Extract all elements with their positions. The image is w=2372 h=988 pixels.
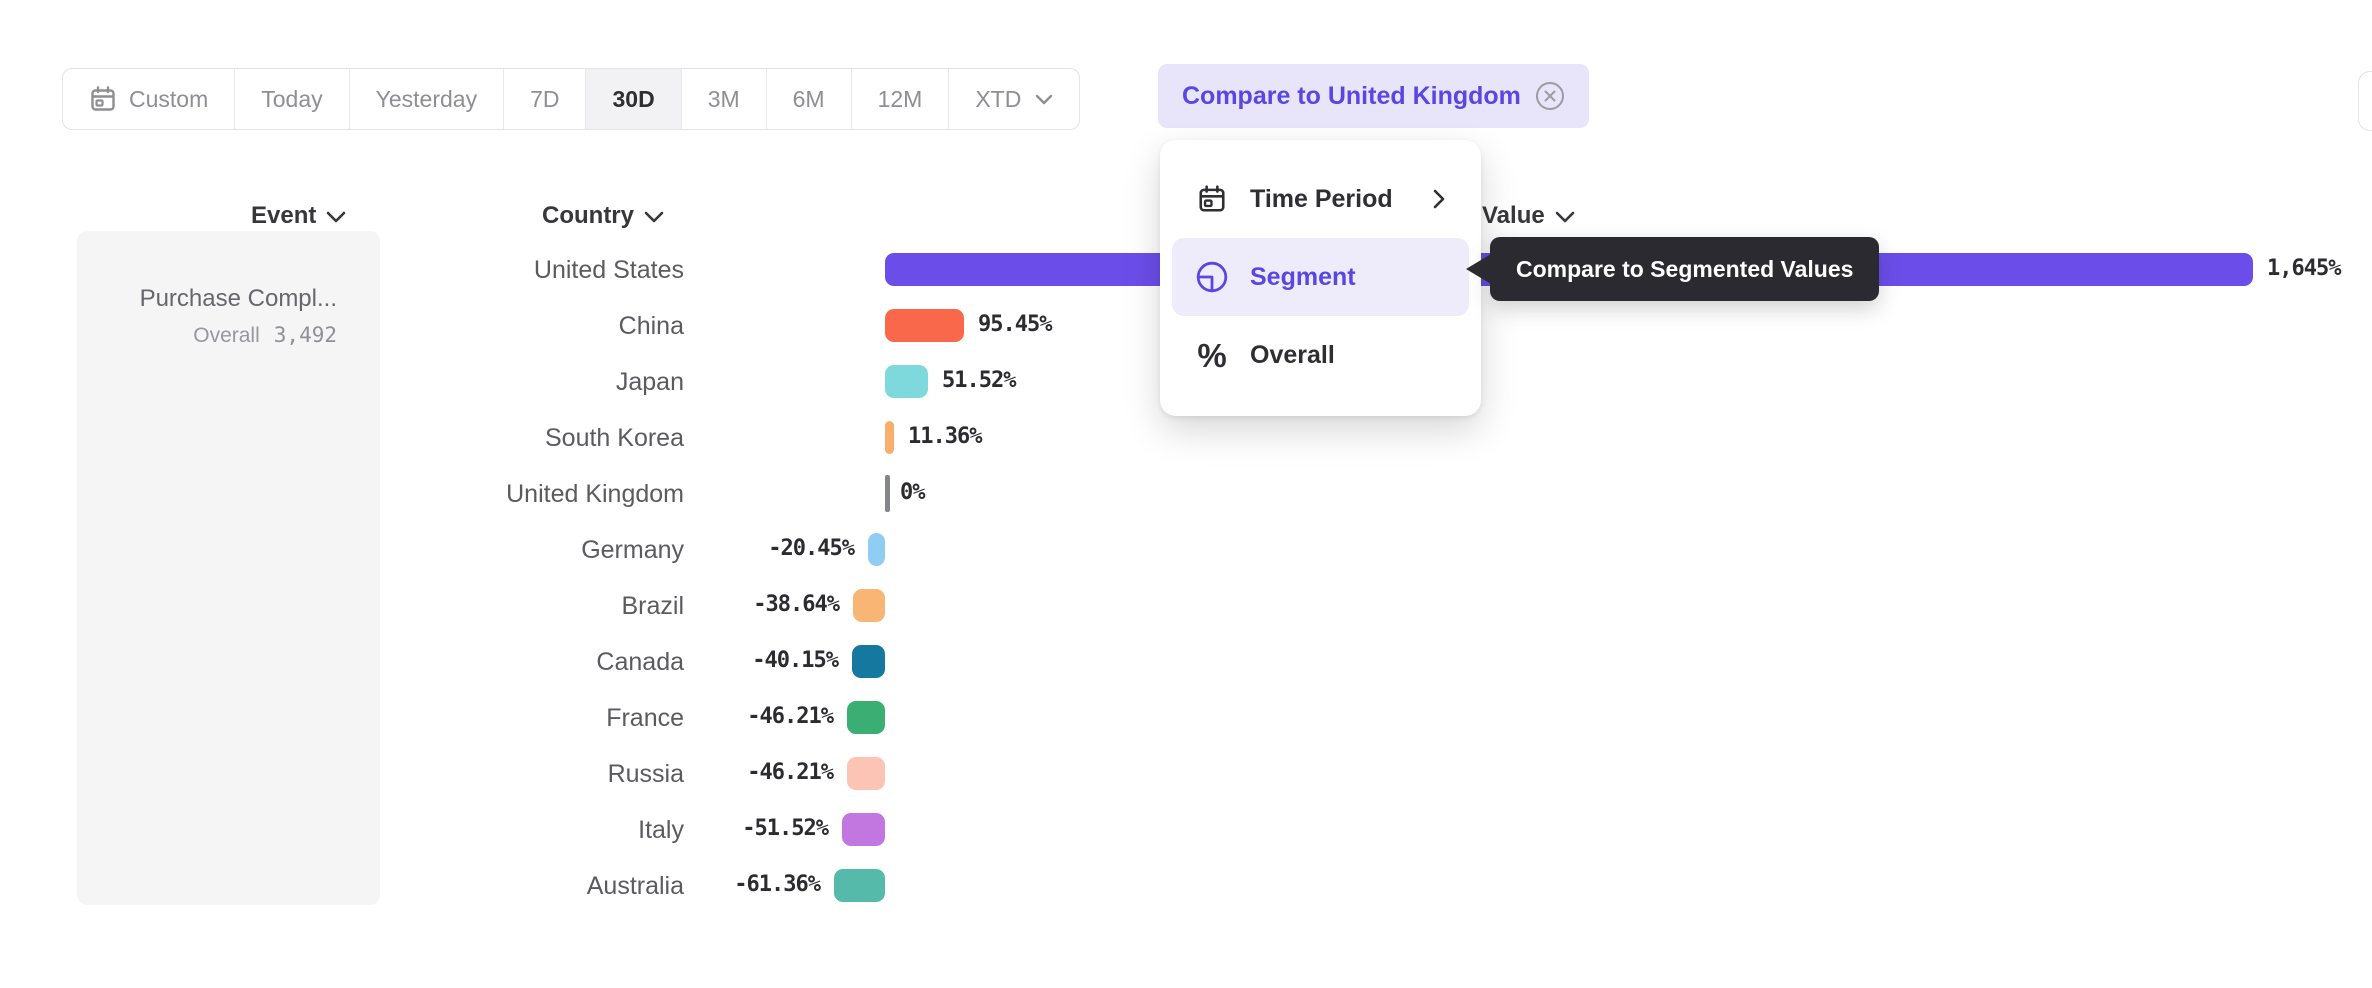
percent-icon: % xyxy=(1197,336,1227,374)
chart-row-south-korea: South Korea 11.36% xyxy=(0,410,2372,466)
menu-item-overall[interactable]: % Overall xyxy=(1172,316,1469,394)
compare-chip[interactable]: Compare to United Kingdom xyxy=(1158,64,1589,128)
menu-item-label: Segment xyxy=(1250,262,1356,291)
country-header-label: Country xyxy=(542,202,634,229)
value-label: -51.52% xyxy=(742,816,829,841)
bar-brazil[interactable] xyxy=(853,589,885,622)
chart-row-germany: Germany -20.45% xyxy=(0,522,2372,578)
chart-row-france: France -46.21% xyxy=(0,690,2372,746)
chart-row-australia: Australia -61.36% xyxy=(0,858,2372,914)
calendar-icon xyxy=(1197,184,1227,214)
range-label: 12M xyxy=(877,85,923,112)
value-label: -38.64% xyxy=(753,592,840,617)
bar-france[interactable] xyxy=(847,701,885,734)
range-yesterday[interactable]: Yesterday xyxy=(350,69,505,129)
bar-russia[interactable] xyxy=(847,757,885,790)
range-12m[interactable]: 12M xyxy=(852,69,950,129)
chevron-down-icon xyxy=(1555,202,1575,230)
column-header-value[interactable]: Value xyxy=(1482,202,1575,230)
event-panel[interactable]: Purchase Compl... Overall 3,492 xyxy=(77,231,380,905)
menu-item-label: Time Period xyxy=(1250,184,1393,213)
segment-tooltip: Compare to Segmented Values xyxy=(1466,237,1880,301)
value-label: -61.36% xyxy=(734,872,821,897)
overall-value: 3,492 xyxy=(273,323,337,347)
menu-item-segment[interactable]: Segment xyxy=(1172,238,1469,316)
chart-row-united-kingdom: United Kingdom 0% xyxy=(0,466,2372,522)
overall-label: Overall xyxy=(193,324,260,347)
value-label: -46.21% xyxy=(747,704,834,729)
country-label: United States xyxy=(533,256,684,284)
country-label: South Korea xyxy=(545,424,684,452)
value-label: 11.36% xyxy=(908,424,982,449)
tooltip-arrow-left xyxy=(1466,254,1491,284)
column-header-country[interactable]: Country xyxy=(542,202,664,230)
bar-south-korea[interactable] xyxy=(885,421,894,454)
bar-china[interactable] xyxy=(885,309,964,342)
chart-row-italy: Italy -51.52% xyxy=(0,802,2372,858)
bar-canada[interactable] xyxy=(852,645,885,678)
chevron-down-icon xyxy=(1035,94,1053,105)
chevron-down-icon xyxy=(326,202,346,230)
menu-item-label: Overall xyxy=(1250,340,1335,369)
date-range-toolbar: Custom Today Yesterday 7D 30D 3M 6M 12M XTD xyxy=(62,68,1081,130)
value-label: -20.45% xyxy=(768,536,855,561)
bar-japan[interactable] xyxy=(885,365,928,398)
bar-united-kingdom[interactable] xyxy=(885,475,890,512)
value-label: 95.45% xyxy=(978,312,1052,337)
tooltip-text: Compare to Segmented Values xyxy=(1516,255,1854,282)
chart-row-canada: Canada -40.15% xyxy=(0,634,2372,690)
chart-row-brazil: Brazil -38.64% xyxy=(0,578,2372,634)
range-label: 3M xyxy=(707,85,740,112)
event-overall-row: Overall 3,492 xyxy=(193,323,337,348)
range-xtd[interactable]: XTD xyxy=(949,69,1079,129)
range-label: 6M xyxy=(792,85,825,112)
country-label: Canada xyxy=(596,648,684,676)
chart-row-china: China 95.45% xyxy=(0,298,2372,354)
menu-item-time-period[interactable]: Time Period xyxy=(1172,160,1469,238)
range-label: Custom xyxy=(129,85,209,112)
range-label: XTD xyxy=(975,85,1022,112)
country-label: France xyxy=(606,704,684,732)
bar-germany[interactable] xyxy=(868,533,885,566)
range-label: 7D xyxy=(530,85,560,112)
chevron-down-icon xyxy=(644,202,664,230)
range-3m[interactable]: 3M xyxy=(682,69,767,129)
range-custom[interactable]: Custom xyxy=(63,69,236,129)
calendar-icon xyxy=(89,85,117,113)
range-today[interactable]: Today xyxy=(235,69,350,129)
segment-icon xyxy=(1195,260,1229,294)
country-label: China xyxy=(618,312,684,340)
country-label: United Kingdom xyxy=(506,480,684,508)
range-label: Yesterday xyxy=(375,85,478,112)
range-6m[interactable]: 6M xyxy=(767,69,852,129)
range-label: 30D xyxy=(612,85,655,112)
range-label: Today xyxy=(261,85,323,112)
value-label: 51.52% xyxy=(942,368,1016,393)
country-label: Australia xyxy=(586,872,684,900)
compare-dropdown-menu: Time Period Segment% Overall xyxy=(1160,140,1481,416)
column-header-event[interactable]: Event xyxy=(251,202,346,230)
close-circle-icon[interactable] xyxy=(1535,81,1565,111)
country-label: Germany xyxy=(581,536,684,564)
compare-chip-label: Compare to United Kingdom xyxy=(1182,81,1521,110)
bar-italy[interactable] xyxy=(842,813,885,846)
country-label: Italy xyxy=(638,816,684,844)
country-label: Brazil xyxy=(621,592,684,620)
value-header-label: Value xyxy=(1482,202,1545,229)
range-7d[interactable]: 7D xyxy=(504,69,587,129)
value-label: -46.21% xyxy=(747,760,834,785)
chart-row-japan: Japan 51.52% xyxy=(0,354,2372,410)
value-label: -40.15% xyxy=(752,648,839,673)
country-label: Russia xyxy=(607,760,684,788)
event-name: Purchase Compl... xyxy=(139,285,337,312)
chart-row-russia: Russia -46.21% xyxy=(0,746,2372,802)
country-label: Japan xyxy=(615,368,684,396)
chevron-right-icon xyxy=(1433,189,1445,209)
range-30d[interactable]: 30D xyxy=(586,69,682,129)
value-label: 1,645% xyxy=(2267,256,2341,281)
value-label: 0% xyxy=(900,480,925,505)
event-header-label: Event xyxy=(251,202,317,229)
bar-australia[interactable] xyxy=(834,869,885,902)
